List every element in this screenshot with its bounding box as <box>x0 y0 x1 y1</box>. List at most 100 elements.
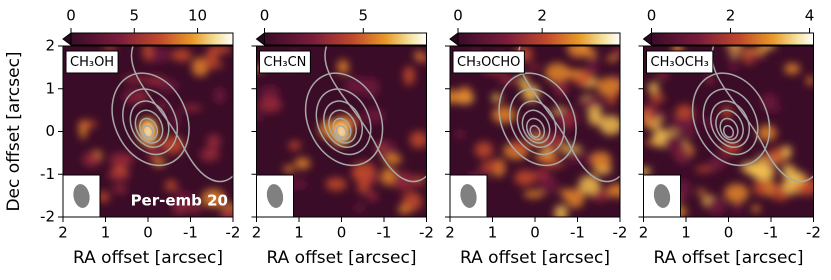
emission-blob <box>383 153 402 165</box>
emission-blob <box>256 112 263 122</box>
contour <box>323 100 364 148</box>
emission-blob <box>220 206 233 217</box>
emission-blob <box>171 48 192 62</box>
emission-blob <box>397 205 411 214</box>
panel-label: CH₃OCHO <box>457 55 520 70</box>
emission-blob <box>721 105 733 119</box>
colorbar-extend <box>642 32 652 46</box>
colorbar-tick-label: 5 <box>359 7 369 25</box>
emission-blob <box>200 147 220 162</box>
x-tick-label: 1 <box>101 224 111 242</box>
emission-blob <box>656 71 670 79</box>
emission-blob <box>560 69 585 78</box>
x-tick-label: 2 <box>445 224 455 242</box>
emission-blob <box>760 93 778 107</box>
emission-blob <box>112 165 128 175</box>
emission-blob <box>652 128 668 148</box>
emission-blob <box>648 103 658 123</box>
emission-blob <box>201 188 226 208</box>
emission-blob <box>294 157 311 170</box>
emission-blob <box>454 129 466 139</box>
emission-blob <box>709 155 729 168</box>
x-tick-label: -2 <box>419 224 434 242</box>
emission-blob <box>606 55 618 62</box>
emission-blob <box>648 82 660 94</box>
colorbar-extend <box>255 32 265 46</box>
colorbar <box>264 32 427 46</box>
emission-blob <box>148 47 170 63</box>
y-axis-label: Dec offset [arcsec] <box>4 51 24 211</box>
emission-blob <box>113 185 128 194</box>
contour <box>304 72 384 167</box>
colorbar-tick-label: 2 <box>726 7 736 25</box>
contour <box>722 124 735 139</box>
contour <box>702 88 759 156</box>
emission-blob <box>784 63 801 75</box>
emission-blob <box>491 93 502 103</box>
contour <box>516 100 557 148</box>
emission-blob <box>380 167 397 186</box>
panel-label: CH₃OCH₃ <box>651 55 709 70</box>
emission-blob <box>758 46 777 50</box>
x-axis-label: RA offset [arcsec] <box>73 248 223 268</box>
emission-blob <box>676 146 690 166</box>
emission-blob <box>109 153 134 167</box>
x-tick-label: -1 <box>764 224 779 242</box>
emission-blob <box>544 62 570 83</box>
emission-blob <box>664 133 686 152</box>
emission-blob <box>480 161 503 172</box>
x-tick-label: -2 <box>806 224 821 242</box>
x-tick-label: 0 <box>143 224 153 242</box>
emission <box>76 46 233 217</box>
emission-blob <box>357 175 370 195</box>
emission-blob <box>474 141 494 159</box>
emission-blob <box>579 46 590 55</box>
emission-blob <box>751 204 761 213</box>
emission-blob <box>538 175 558 194</box>
emission-blob <box>695 166 712 173</box>
emission-blob <box>450 89 462 104</box>
x-tick-label: 2 <box>252 224 262 242</box>
colorbar-extend <box>449 32 459 46</box>
emission-blob <box>514 169 536 186</box>
label-box <box>259 50 311 74</box>
emission-blob <box>591 151 612 170</box>
contour <box>111 72 190 167</box>
emission-blob <box>164 180 178 192</box>
emission-blob <box>170 110 180 128</box>
contour <box>711 46 814 183</box>
emission-blob <box>200 61 224 69</box>
label-box <box>646 50 714 74</box>
emission-blob <box>669 117 695 132</box>
emission-blob <box>403 65 416 86</box>
panel-label: CH₃CN <box>264 55 307 70</box>
emission-blob <box>752 164 776 181</box>
x-tick-label: 2 <box>58 224 68 242</box>
emission-blob <box>781 145 792 159</box>
contour <box>315 88 372 156</box>
emission-blob <box>606 183 620 198</box>
colorbar <box>651 32 814 46</box>
contour <box>509 88 566 156</box>
contour <box>715 109 744 144</box>
emission-blob <box>152 157 166 167</box>
x-tick-label: -2 <box>226 224 241 242</box>
emission-blob <box>185 203 203 213</box>
x-tick-label: -1 <box>183 224 198 242</box>
emission-blob <box>409 131 427 149</box>
emission-blob <box>697 188 706 196</box>
emission-blob <box>599 115 620 135</box>
contour <box>710 100 751 148</box>
emission-blob <box>658 110 668 121</box>
beam <box>73 184 90 208</box>
emission-blob <box>586 57 600 73</box>
emission-blob <box>351 169 363 180</box>
emission-blob <box>457 86 473 104</box>
y-tick-label: -2 <box>40 208 55 226</box>
x-axis-label: RA offset [arcsec] <box>460 248 610 268</box>
contour <box>129 100 170 148</box>
contour <box>498 72 577 167</box>
contour <box>521 109 551 144</box>
beam <box>653 184 671 208</box>
emission-blob <box>491 106 517 124</box>
